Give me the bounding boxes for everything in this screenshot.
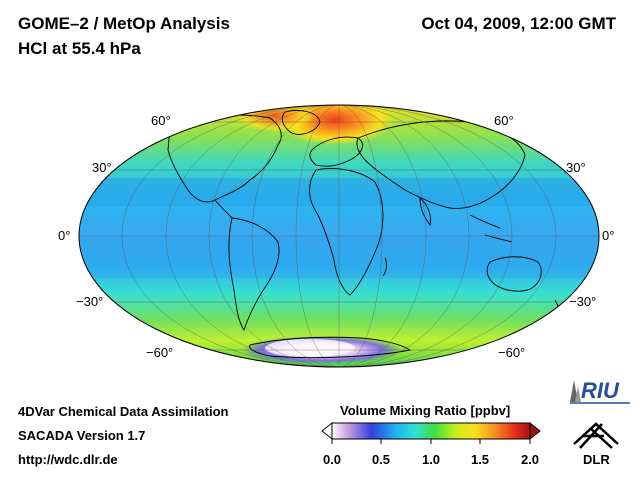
lat-label-left-m60: −60° <box>146 345 174 360</box>
lat-label-left-m30: −30° <box>76 294 104 309</box>
riu-logo-text: RIU <box>581 378 620 403</box>
colorbar-tick: 1.5 <box>470 452 490 467</box>
lat-label-right-0: 0° <box>602 228 615 243</box>
lat-label-right-m60: −60° <box>498 345 526 360</box>
colorbar-tick: 0.5 <box>371 452 391 467</box>
map-datetime: Oct 04, 2009, 12:00 GMT <box>421 14 616 33</box>
dlr-logo <box>573 422 619 449</box>
lat-label-right-m30: −30° <box>569 294 597 309</box>
dlr-logo-text: DLR <box>583 452 610 467</box>
riu-logo: RIU <box>570 378 630 404</box>
map-subtitle: HCl at 55.4 hPa <box>18 39 141 58</box>
footer-assimilation: 4DVar Chemical Data Assimilation <box>18 404 229 419</box>
footer-version: SACADA Version 1.7 <box>18 428 146 443</box>
colorbar <box>321 421 541 444</box>
lat-label-left-0: 0° <box>58 228 71 243</box>
lat-label-left-30: 30° <box>92 160 112 175</box>
map-title: GOME–2 / MetOp Analysis <box>18 14 230 33</box>
lat-label-right-30: 30° <box>566 160 586 175</box>
footer-url[interactable]: http://wdc.dlr.de <box>18 452 118 467</box>
lat-label-left-60: 60° <box>151 113 171 128</box>
colorbar-title: Volume Mixing Ratio [ppbv] <box>340 403 511 418</box>
colorbar-tick: 2.0 <box>520 452 540 467</box>
colorbar-tick: 1.0 <box>421 452 441 467</box>
lat-label-right-60: 60° <box>494 113 514 128</box>
colorbar-tick: 0.0 <box>322 452 342 467</box>
